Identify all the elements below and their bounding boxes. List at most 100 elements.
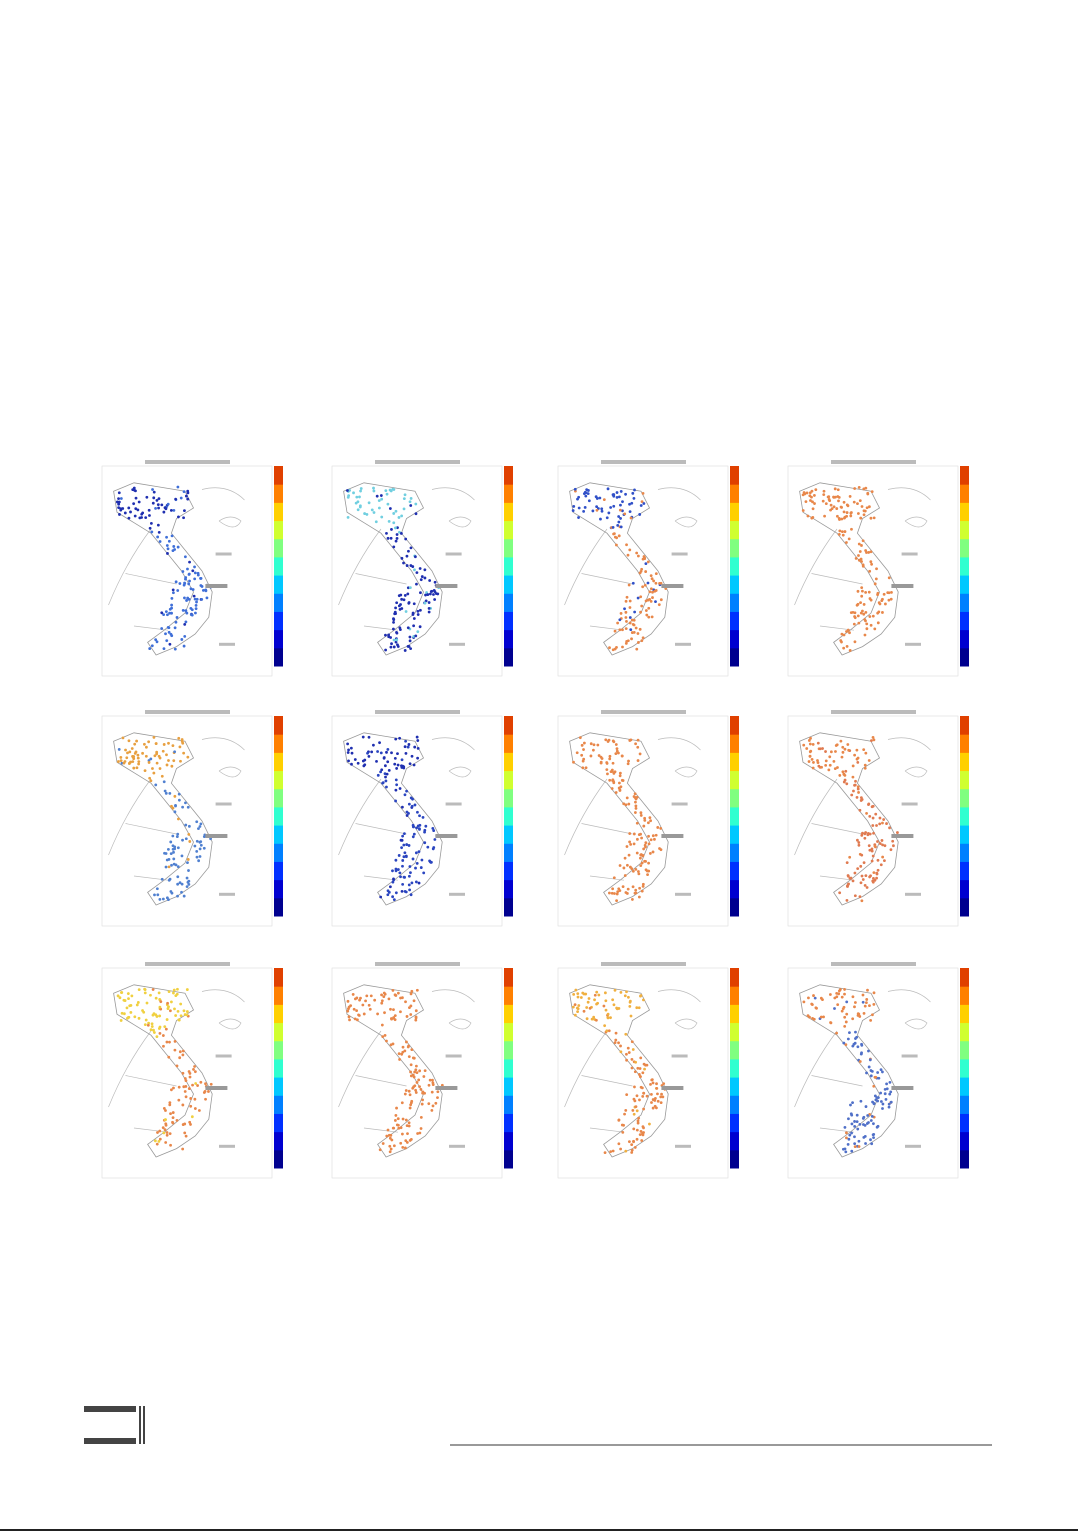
station-dot: [173, 626, 177, 630]
station-dot: [859, 1099, 863, 1103]
station-dot: [408, 1139, 412, 1142]
station-dot: [409, 796, 413, 800]
station-dot: [573, 1003, 577, 1007]
station-dot: [372, 743, 375, 747]
station-dot: [602, 498, 606, 502]
station-dot: [157, 1027, 161, 1030]
station-dot: [412, 1056, 416, 1060]
station-dot: [621, 509, 624, 513]
station-dot: [617, 515, 621, 518]
station-dot: [618, 864, 622, 867]
station-dot: [423, 1069, 427, 1073]
station-dot: [167, 741, 170, 745]
station-dot: [173, 794, 177, 798]
station-dot: [134, 496, 138, 500]
station-dot: [181, 1123, 185, 1126]
station-dot: [653, 1099, 657, 1102]
station-dot: [811, 500, 814, 504]
station-dot: [624, 803, 628, 807]
station-dot: [380, 1001, 384, 1005]
station-dot: [407, 1124, 411, 1128]
station-dot: [436, 1096, 439, 1100]
station-dot: [649, 1082, 652, 1086]
station-dot: [381, 781, 385, 785]
station-dot: [190, 1115, 194, 1119]
station-dot: [165, 544, 169, 547]
neighbor-border: [108, 989, 245, 1133]
station-dot: [181, 805, 185, 809]
station-dot: [611, 998, 615, 1002]
station-dot: [189, 1097, 193, 1100]
station-dot: [164, 791, 168, 795]
station-dot: [194, 1082, 198, 1085]
station-dot: [886, 591, 890, 595]
colorbar-segment: [730, 1131, 739, 1151]
station-dot: [632, 832, 636, 836]
station-dot: [634, 888, 638, 892]
station-dot: [440, 1083, 444, 1087]
station-dot: [617, 1007, 621, 1010]
station-dot: [411, 1086, 415, 1090]
station-dot: [419, 1116, 423, 1119]
station-dot: [639, 832, 642, 836]
station-dot: [604, 738, 608, 742]
station-dot: [175, 1119, 179, 1122]
station-dot: [193, 1107, 197, 1110]
station-dot: [397, 604, 401, 608]
station-dot: [659, 598, 663, 602]
station-dot: [405, 814, 409, 817]
station-dot: [625, 1058, 628, 1062]
station-dot: [418, 823, 422, 827]
station-dot: [132, 502, 136, 506]
station-dot: [573, 1013, 577, 1017]
station-dot: [889, 597, 893, 601]
station-dot: [582, 748, 585, 751]
city-label: [205, 1086, 228, 1090]
station-dot: [878, 842, 882, 845]
station-dot: [840, 506, 843, 509]
station-dot: [403, 594, 407, 597]
station-dot: [615, 543, 618, 547]
city-label: [435, 834, 458, 838]
station-dot: [386, 1128, 390, 1132]
station-dot: [615, 496, 619, 499]
station-dot: [615, 747, 619, 751]
station-dot: [848, 855, 852, 859]
station-dot: [600, 757, 604, 760]
station-dot: [174, 580, 178, 584]
country-outline: [343, 482, 443, 656]
station-dot: [121, 507, 125, 510]
station-dot: [653, 1096, 657, 1100]
station-dot: [625, 543, 628, 547]
station-dot: [367, 501, 371, 505]
station-dot: [192, 1068, 195, 1071]
station-dot: [845, 541, 848, 544]
station-dot: [184, 620, 188, 624]
station-dot: [397, 1126, 401, 1130]
station-dot: [620, 778, 624, 782]
station-dot: [428, 1078, 432, 1082]
station-dot: [600, 509, 604, 513]
city-label: [445, 552, 462, 556]
station-dot: [394, 788, 398, 792]
neighbor-border: [338, 989, 475, 1133]
station-dot: [887, 576, 891, 580]
station-dot: [629, 628, 633, 632]
station-dot: [169, 852, 173, 856]
station-dot: [840, 530, 844, 533]
colorbar-segment: [274, 1131, 283, 1151]
station-dot: [403, 793, 407, 797]
city-label: [449, 892, 465, 896]
station-dot: [856, 614, 860, 618]
station-dot: [167, 990, 171, 994]
station-dot: [396, 645, 400, 648]
colorbar-segment: [504, 538, 513, 558]
station-dot: [394, 858, 398, 862]
station-dot: [401, 882, 405, 886]
station-dot: [869, 1069, 873, 1072]
city-label: [219, 642, 235, 646]
station-dot: [387, 997, 391, 1001]
station-dot: [393, 756, 397, 760]
station-dot: [407, 844, 411, 847]
